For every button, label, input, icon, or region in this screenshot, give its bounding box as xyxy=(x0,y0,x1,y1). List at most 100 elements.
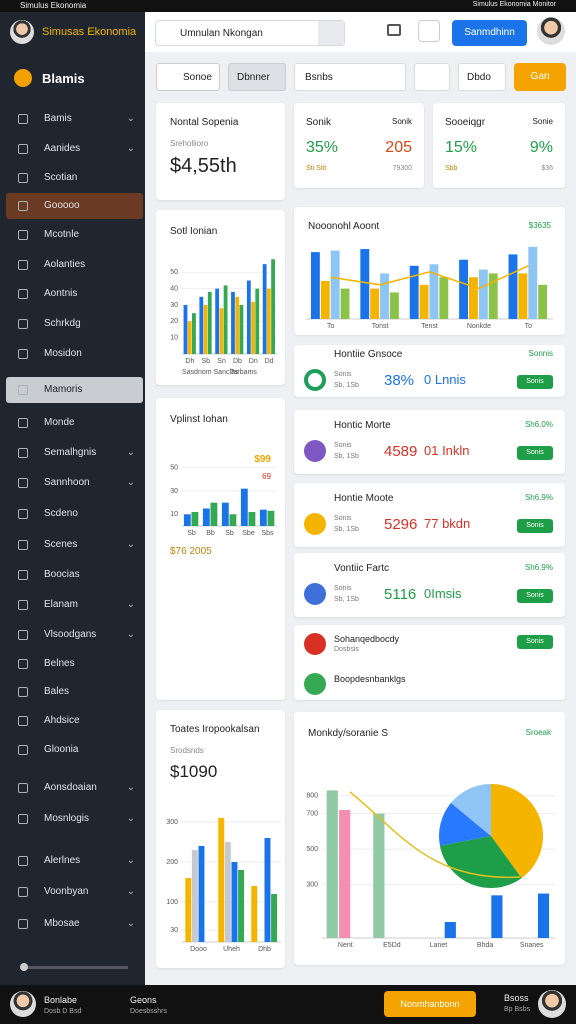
list-unit: 01 Inkln xyxy=(424,443,470,458)
bar xyxy=(469,277,478,319)
menu-item[interactable]: Aanides ⌄ xyxy=(6,136,143,162)
stat-right: Sonik xyxy=(391,117,412,126)
x-tick-label: E5Dd xyxy=(383,942,401,949)
menu-label: Mbosae xyxy=(44,918,80,929)
menu-icon xyxy=(18,919,28,929)
menu-item[interactable]: Aonsdoaian ⌄ xyxy=(6,775,143,801)
x-tick-label: Snanes xyxy=(520,942,544,949)
chevron: ⌄ xyxy=(126,918,135,929)
list-label: Sonis xyxy=(334,515,352,522)
menu-item[interactable]: Schrkdg xyxy=(6,311,143,337)
list-badge[interactable]: Sonis xyxy=(517,589,553,603)
menu-label: Bamis xyxy=(44,113,72,124)
stat-title: Nontal Sopenia xyxy=(170,117,239,128)
bar xyxy=(231,862,238,942)
bottom-button[interactable]: Nonmhanbonn xyxy=(384,991,476,1017)
list-badge[interactable]: Sonis xyxy=(517,519,553,533)
list-badge[interactable]: Sonis xyxy=(517,635,553,649)
dropdown[interactable]: Dbdo xyxy=(458,63,506,91)
y-tick-label: 500 xyxy=(306,846,318,853)
menu-item[interactable]: Mosidon xyxy=(6,341,143,367)
button[interactable]: Gan xyxy=(514,63,566,91)
menu-item[interactable]: Scenes ⌄ xyxy=(6,532,143,558)
bottom-item[interactable]: Geons xyxy=(130,995,157,1005)
menu-item[interactable]: Mbosae ⌄ xyxy=(6,911,143,937)
menu-item[interactable]: Semalhgnis ⌄ xyxy=(6,440,143,466)
bar xyxy=(262,264,267,354)
stat-value: 35% xyxy=(306,139,339,156)
menu-item[interactable]: Voonbyan ⌄ xyxy=(6,879,143,905)
menu-label: Aontnis xyxy=(44,288,78,299)
list-icon xyxy=(304,513,326,535)
list-card: Sohanqedbocdy Dosbsis Sonis Boopdesnbanklgs xyxy=(294,625,565,700)
select[interactable]: Sonoe xyxy=(156,63,220,91)
slider[interactable] xyxy=(20,963,128,971)
menu-item[interactable]: Scdeno xyxy=(6,501,143,527)
notification[interactable] xyxy=(418,20,440,42)
menu-item[interactable]: Mosnlogis ⌄ xyxy=(6,806,143,832)
x-tick-label: Tonst xyxy=(372,323,389,330)
menu-item[interactable]: Boocias xyxy=(6,562,143,588)
menu-item[interactable]: Elanam ⌄ xyxy=(6,592,143,618)
menu-item[interactable]: Mcotnle xyxy=(6,222,143,248)
y-tick-label: 30 xyxy=(170,302,178,309)
menu-item[interactable]: Alerlnes ⌄ xyxy=(6,848,143,874)
list-card[interactable]: Vontiic Fartc Sh6.9% Sonis Sb, 1Sb 5116 0Imsi… xyxy=(294,553,565,617)
bar xyxy=(207,291,212,354)
search-button[interactable] xyxy=(414,63,450,91)
avatar[interactable] xyxy=(537,17,565,45)
menu-item[interactable]: Sannhoon ⌄ xyxy=(6,470,143,496)
menu-item[interactable]: Monde xyxy=(6,410,143,436)
list-title: Hontic Morte xyxy=(334,420,391,431)
stat-right: Sonie xyxy=(532,117,553,126)
icon[interactable] xyxy=(387,24,401,36)
list-badge[interactable]: Sonis xyxy=(517,375,553,389)
menu-icon xyxy=(18,319,28,329)
y-tick-label: 300 xyxy=(306,882,318,889)
list-badge[interactable]: Sonis xyxy=(517,446,553,460)
menu-item[interactable]: Ahdsice xyxy=(6,708,143,734)
menu-icon xyxy=(18,478,28,488)
bar xyxy=(210,502,218,526)
input[interactable]: Bsnbs xyxy=(294,63,406,91)
list-tag: Sonnis xyxy=(528,349,553,358)
menu-icon xyxy=(18,814,28,824)
list-card[interactable]: Hontie Moote Sh6.9% Sonis Sb, 1Sb 5296 77 bkd… xyxy=(294,483,565,547)
menu-item[interactable]: Gooooo xyxy=(6,193,143,219)
bottom-right: Bsoss xyxy=(504,993,529,1003)
stat-value: $4,55th xyxy=(170,155,237,177)
menu-icon xyxy=(18,687,28,697)
bar xyxy=(409,265,419,319)
stat-value: 205 xyxy=(385,139,412,156)
bar xyxy=(459,259,469,319)
bar xyxy=(429,264,439,319)
stat-note: Sti Stit xyxy=(306,165,327,172)
list-card[interactable]: Hontiie Gnsoce Sonnis Sonis Sb, 1Sb 38% 0 Lnn… xyxy=(294,345,565,397)
menu-item[interactable]: Gloonia xyxy=(6,737,143,763)
menu-item[interactable]: Bamis ⌄ xyxy=(6,106,143,132)
chart-card: Sotl Ionian 10 20 30 40 50 Dh Sb Sn Db Dn Dd Sasdno… xyxy=(156,210,285,385)
header-button[interactable]: Sanmdhinn xyxy=(452,20,527,46)
menu-item[interactable]: Aolanties xyxy=(6,252,143,278)
list-value: 4589 xyxy=(384,443,418,460)
y-tick-label: 30 xyxy=(170,927,178,934)
menu-item[interactable]: Mamoris xyxy=(6,377,143,403)
menu-item[interactable]: Scotian xyxy=(6,165,143,191)
menu-item[interactable]: Belnes xyxy=(6,651,143,677)
bar xyxy=(271,894,278,942)
dropdown[interactable]: Dbnner xyxy=(228,63,286,91)
avatar[interactable] xyxy=(538,990,566,1018)
x-tick-label: Dd xyxy=(265,358,274,365)
search-box[interactable]: Umnulan Nkongan xyxy=(155,20,345,46)
menu-icon xyxy=(18,114,28,124)
menu-item[interactable]: Bales xyxy=(6,679,143,705)
menu-item[interactable]: Vlsoodgans ⌄ xyxy=(6,622,143,648)
user-avatar[interactable] xyxy=(10,20,34,44)
stat-subtitle: Sreholiioro xyxy=(170,139,209,148)
list-value: 38% xyxy=(384,372,415,389)
avatar[interactable] xyxy=(10,991,36,1017)
list-card[interactable]: Hontic Morte Sh6.0% Sonis Sb, 1Sb 4589 01 Ink… xyxy=(294,410,565,474)
menu-item[interactable]: Aontnis xyxy=(6,281,143,307)
bar xyxy=(203,305,208,354)
list-tag: Sh6.9% xyxy=(524,493,553,502)
